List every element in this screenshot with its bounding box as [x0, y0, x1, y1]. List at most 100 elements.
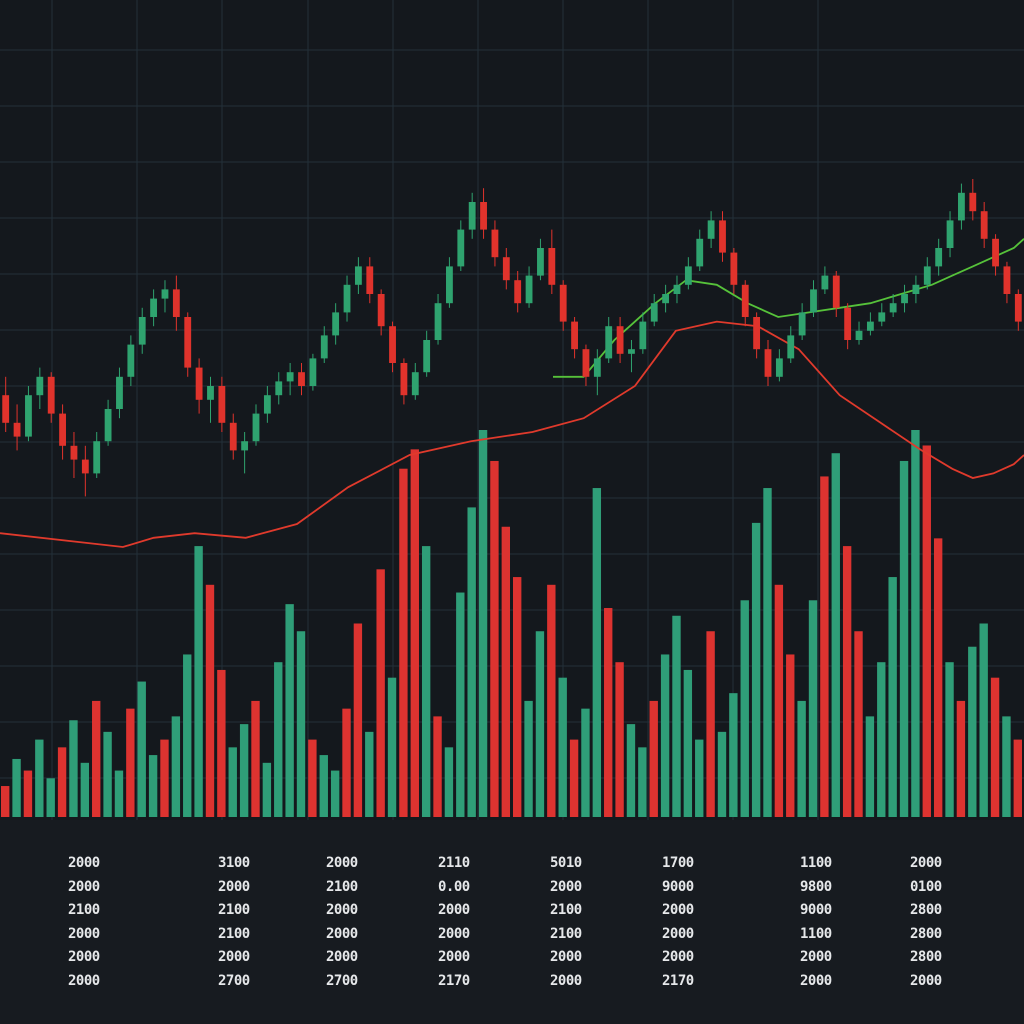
- candle-body: [411, 372, 419, 396]
- candle-body: [821, 275, 829, 290]
- candle-body: [36, 376, 44, 396]
- volume-bar: [854, 631, 863, 817]
- table-cell: 2000: [68, 878, 100, 895]
- candle-body: [707, 220, 715, 239]
- candle-body: [446, 266, 453, 304]
- volume-bar: [604, 608, 613, 817]
- candle-body: [400, 363, 408, 396]
- candle-body: [127, 344, 135, 377]
- volume-bar: [330, 770, 340, 817]
- table-cell: 2000: [218, 878, 250, 895]
- candle-body: [958, 192, 965, 221]
- table-cell: 3100: [218, 855, 250, 871]
- candle-body: [491, 229, 499, 258]
- volume-bar: [683, 669, 693, 817]
- table-cell: 2100: [550, 902, 582, 918]
- volume-bar: [706, 631, 715, 817]
- table-cell: 2700: [326, 972, 358, 989]
- table-cell: 2000: [326, 855, 358, 871]
- candle-body: [593, 358, 601, 377]
- candle-body: [47, 376, 55, 414]
- volume-bar: [148, 755, 158, 817]
- table-cell: 2000: [550, 878, 582, 895]
- table-cell: 2000: [218, 949, 250, 965]
- table-cell: 5010: [550, 855, 582, 871]
- volume-bar: [877, 662, 886, 817]
- volume-bar: [296, 631, 306, 817]
- candle-body: [650, 303, 658, 322]
- volume-bar: [501, 526, 510, 817]
- candle-body: [184, 317, 192, 368]
- volume-bar: [365, 731, 374, 817]
- volume-bar: [342, 708, 351, 817]
- candle-body: [605, 326, 613, 359]
- candle-body: [93, 441, 101, 474]
- volume-bar: [831, 453, 840, 817]
- table-column: 2000 0100 2800 2800 2800 2000: [910, 852, 1000, 993]
- candle-body: [844, 307, 852, 340]
- candle-body: [286, 372, 294, 382]
- volume-bar: [35, 739, 44, 817]
- candle-body: [946, 220, 954, 248]
- volume-bar: [410, 449, 419, 817]
- volume-bar: [137, 681, 146, 817]
- candle-body: [730, 252, 738, 285]
- table-cell: 9000: [662, 878, 694, 895]
- volume-bar: [69, 720, 78, 817]
- volume-bar: [945, 662, 954, 817]
- candle-body: [241, 441, 249, 451]
- candle-body: [696, 238, 704, 267]
- table-cell: 2000: [68, 949, 100, 965]
- table-cell: 2000: [68, 925, 100, 942]
- table-cell: 9000: [800, 902, 832, 918]
- volume-bar: [80, 762, 90, 817]
- volume-bar: [649, 700, 658, 817]
- volume-bar: [46, 778, 55, 817]
- volume-bar: [319, 755, 328, 817]
- candle-body: [207, 386, 214, 400]
- candle-body: [582, 349, 590, 377]
- volume-bars: [1, 430, 1022, 817]
- table-cell: 2170: [438, 972, 470, 989]
- candle-body: [878, 312, 886, 322]
- volume-bar: [524, 700, 533, 817]
- candle-body: [13, 422, 21, 437]
- table-cell: 2000: [910, 972, 942, 989]
- candle-body: [138, 317, 146, 345]
- table-cell: 2000: [438, 949, 470, 965]
- volume-bar: [638, 747, 647, 817]
- candle-body: [855, 330, 863, 340]
- volume-bar: [57, 747, 67, 817]
- candle-body: [309, 358, 317, 386]
- volume-bar: [205, 584, 215, 817]
- table-cell: 2100: [68, 902, 100, 918]
- table-cell: 1700: [662, 855, 694, 871]
- candle-body: [298, 372, 305, 386]
- table-cell: 2170: [662, 972, 694, 989]
- volume-bar: [513, 577, 522, 817]
- volume-bar: [433, 716, 442, 817]
- candle-body: [81, 459, 89, 474]
- volume-bar: [490, 460, 499, 817]
- volume-bar: [308, 739, 317, 817]
- volume-bar: [751, 522, 761, 817]
- volume-bar: [194, 546, 203, 817]
- volume-bar: [592, 488, 602, 817]
- candle-body: [70, 445, 78, 460]
- table-cell: 2000: [910, 855, 942, 871]
- candle-body: [525, 275, 533, 304]
- table-cell: 9800: [800, 878, 832, 895]
- candle-body: [1014, 294, 1022, 322]
- volume-bar: [933, 538, 943, 817]
- candle-body: [423, 340, 431, 373]
- volume-bar: [569, 739, 579, 817]
- candle-body: [571, 321, 578, 350]
- volume-bar: [103, 731, 112, 817]
- volume-bar: [660, 654, 670, 817]
- volume-bar: [217, 669, 226, 817]
- volume-bar: [12, 758, 21, 817]
- table-column: 5010 2000 2100 2100 2000 2000: [550, 852, 640, 993]
- candle-body: [320, 335, 328, 359]
- volume-bar: [990, 677, 1000, 817]
